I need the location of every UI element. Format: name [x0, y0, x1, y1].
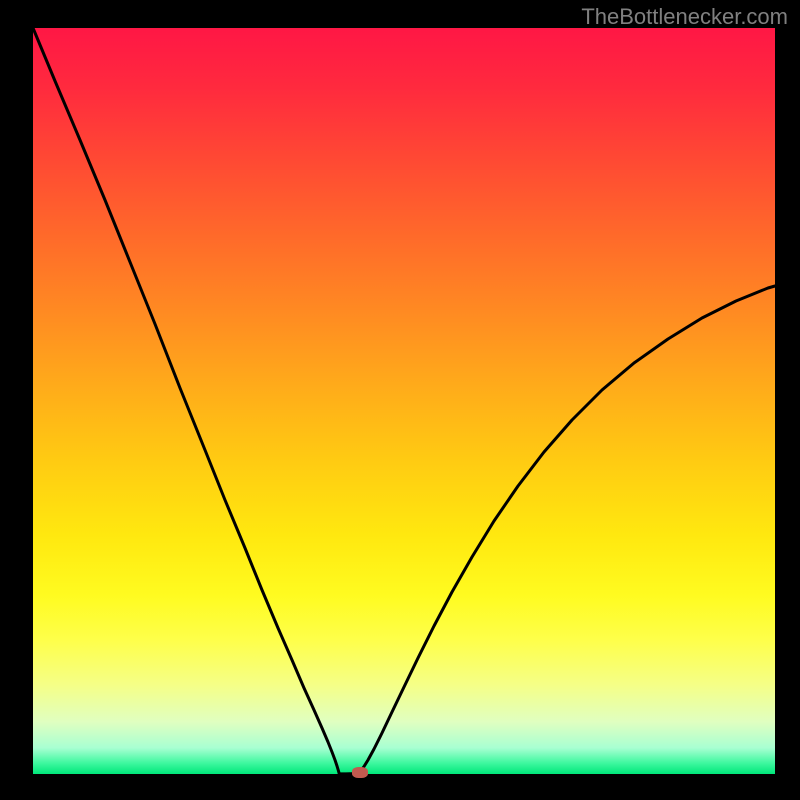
optimal-point-marker [352, 767, 368, 778]
watermark-text: TheBottlenecker.com [581, 4, 788, 30]
bottleneck-curve [0, 0, 800, 800]
chart-frame: TheBottlenecker.com [0, 0, 800, 800]
